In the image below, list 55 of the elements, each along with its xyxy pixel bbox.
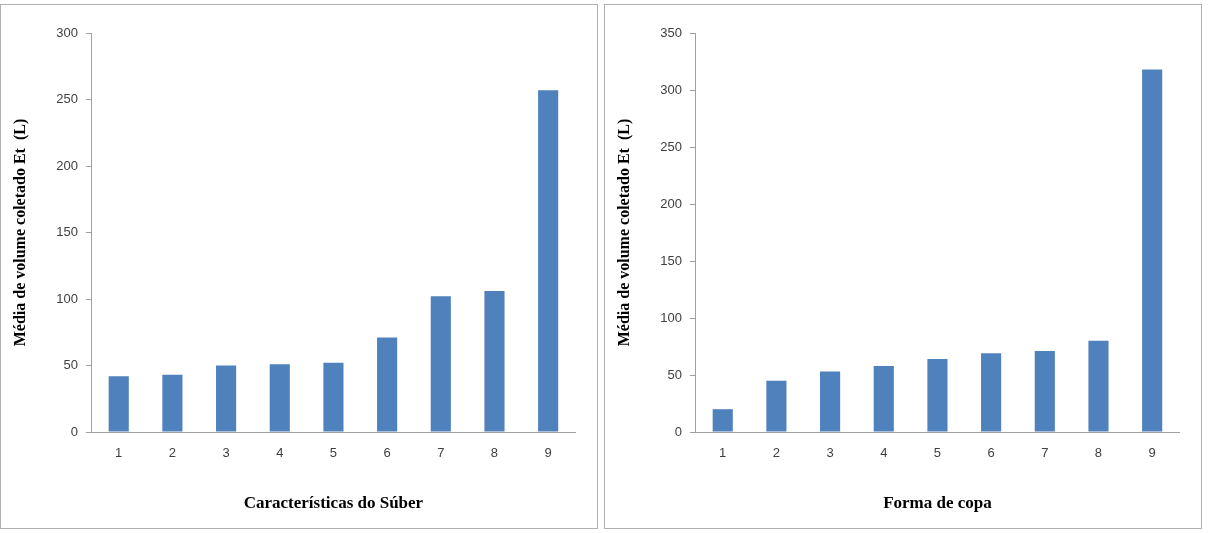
bar [484, 291, 505, 432]
bar [766, 380, 787, 432]
bar [538, 90, 559, 432]
bar [873, 365, 894, 432]
y-tick-label: 250 [660, 138, 682, 154]
y-tick-label: 150 [56, 224, 78, 240]
bar [216, 365, 237, 432]
y-axis-title: Média de volume coletado Et (L) [614, 118, 633, 347]
bar [1034, 351, 1055, 432]
bar [269, 364, 290, 432]
x-axis-title: Forma de copa [883, 493, 993, 513]
x-tick-label: 2 [772, 445, 781, 461]
x-tick-label: 6 [383, 445, 391, 461]
bar [927, 359, 948, 432]
y-tick-label: 0 [70, 423, 78, 439]
x-tick-label: 7 [437, 445, 445, 461]
bar [1142, 69, 1163, 432]
y-tick-label: 100 [660, 309, 682, 325]
bar [820, 371, 841, 432]
x-tick-label: 1 [115, 445, 123, 461]
x-tick-label: 1 [719, 445, 727, 461]
x-tick-label: 8 [1094, 445, 1103, 461]
bar [377, 337, 398, 432]
x-axis-title: Características do Súber [243, 493, 424, 513]
bar [108, 376, 129, 432]
x-tick-label: 2 [168, 445, 177, 461]
bar [1088, 340, 1109, 432]
x-tick-label: 9 [544, 445, 552, 461]
y-tick-label: 150 [660, 252, 682, 268]
y-tick-label: 200 [56, 157, 78, 173]
x-tick-label: 9 [1148, 445, 1156, 461]
x-tick-label: 6 [987, 445, 995, 461]
y-tick-label: 200 [660, 195, 682, 211]
y-tick-label: 250 [56, 91, 78, 107]
y-tick-label: 100 [56, 290, 78, 306]
bar [162, 374, 183, 432]
x-tick-label: 3 [222, 445, 230, 461]
y-tick-label: 0 [674, 423, 682, 439]
x-tick-label: 8 [490, 445, 499, 461]
x-tick-label: 4 [276, 445, 284, 461]
bar [430, 296, 451, 432]
bar [981, 353, 1002, 432]
x-tick-label: 7 [1041, 445, 1049, 461]
y-tick-label: 300 [660, 81, 682, 97]
bar [323, 362, 344, 432]
y-tick-label: 50 [63, 357, 78, 373]
x-tick-label: 5 [933, 445, 942, 461]
y-axis-title: Média de volume coletado Et (L) [10, 118, 29, 347]
y-tick-label: 350 [660, 24, 682, 40]
y-tick-label: 50 [667, 366, 682, 382]
bar [712, 409, 733, 432]
x-tick-label: 4 [880, 445, 888, 461]
y-tick-label: 300 [56, 24, 78, 40]
x-tick-label: 5 [329, 445, 338, 461]
x-tick-label: 3 [826, 445, 834, 461]
